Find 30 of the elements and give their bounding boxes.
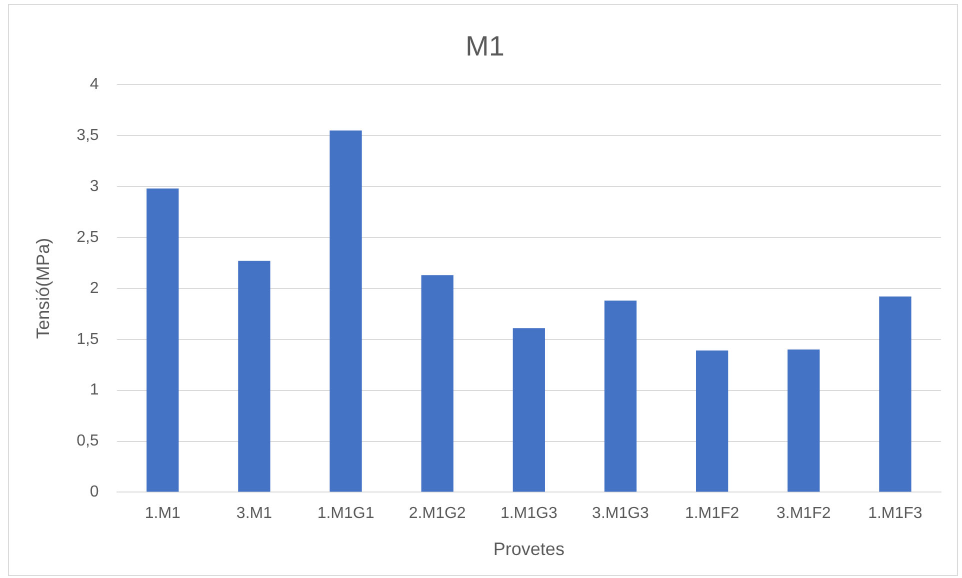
y-tick-label: 0 — [90, 484, 99, 501]
x-tick-label: 1.M1G3 — [500, 505, 558, 522]
bar — [604, 300, 637, 492]
y-tick-label: 1,5 — [76, 330, 99, 348]
bar — [146, 188, 179, 492]
x-tick-label: 1.M1F3 — [868, 505, 922, 522]
y-tick-label: 2 — [90, 280, 99, 297]
chart-title: M1 — [466, 30, 504, 62]
x-axis-title: Provetes — [493, 539, 564, 560]
y-tick-label: 2,5 — [76, 228, 99, 246]
y-tick-label: 4 — [90, 76, 99, 94]
bar — [238, 260, 270, 492]
x-tick-label: 3.M1F2 — [776, 505, 831, 522]
x-tick-label: 1.M1G1 — [317, 505, 374, 522]
bar — [788, 350, 820, 492]
y-tick-label: 1 — [90, 382, 99, 399]
bar — [421, 275, 454, 492]
y-tick-label: 0,5 — [76, 432, 99, 450]
bar — [879, 296, 912, 492]
y-tick-label: 3,5 — [76, 126, 99, 144]
x-tick-label: 1.M1F2 — [684, 505, 740, 522]
y-tick-label: 3 — [90, 178, 99, 195]
bar — [696, 350, 728, 492]
x-tick-label: 1.M1 — [144, 505, 181, 522]
x-tick-label: 3.M1 — [236, 505, 272, 522]
bar — [512, 328, 545, 492]
x-tick-label: 3.M1G3 — [592, 505, 650, 522]
bar — [330, 130, 362, 492]
x-tick-label: 2.M1G2 — [408, 505, 466, 522]
y-axis-title: Tensió(MPa) — [32, 238, 53, 339]
